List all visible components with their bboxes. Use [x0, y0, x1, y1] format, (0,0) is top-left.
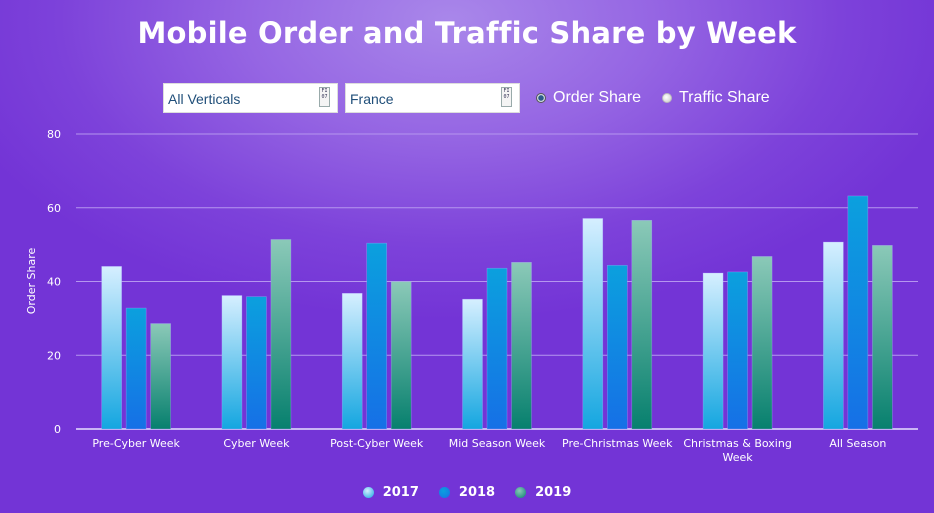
bar-2017[interactable] — [462, 298, 483, 430]
bar-2018[interactable] — [486, 267, 508, 430]
legend-item-2019[interactable]: 2019 — [515, 485, 571, 500]
legend: 2017 2018 2019 — [0, 485, 934, 500]
radio-unselected-icon[interactable] — [662, 93, 672, 103]
radio-order-share-label: Order Share — [553, 89, 642, 106]
bar-2019[interactable] — [390, 281, 412, 430]
legend-item-2017[interactable]: 2017 — [362, 485, 419, 500]
vertical-select-value: All Verticals — [168, 91, 241, 107]
bar-2017[interactable] — [823, 241, 844, 430]
bar-2019[interactable] — [511, 262, 532, 430]
y-tick-label: 40 — [47, 276, 61, 289]
legend-label-2017: 2017 — [382, 485, 419, 500]
bar-2017[interactable] — [221, 295, 243, 430]
y-tick-label: 20 — [47, 349, 61, 362]
x-axis-labels: Pre-Cyber Week Cyber Week Post-Cyber Week M… — [92, 437, 886, 464]
bar-2019[interactable] — [631, 219, 653, 430]
bar-2017[interactable] — [101, 266, 122, 430]
bar-2018[interactable] — [847, 195, 869, 430]
bar-2019[interactable] — [751, 256, 773, 430]
bars — [101, 195, 893, 430]
legend-item-2018[interactable]: 2018 — [438, 485, 496, 500]
y-axis-label: Order Share — [25, 248, 38, 315]
x-tick-label: Pre-Christmas Week — [562, 437, 673, 450]
legend-label-2018: 2018 — [458, 485, 496, 500]
bar-2018[interactable] — [606, 264, 628, 430]
y-tick-label: 80 — [47, 128, 61, 141]
x-tick-label: All Season — [829, 437, 886, 450]
legend-swatch-2019 — [515, 487, 527, 498]
bar-2017[interactable] — [702, 272, 724, 430]
x-tick-label: Mid Season Week — [449, 437, 546, 450]
x-tick-label: Pre-Cyber Week — [92, 437, 180, 450]
bar-2018[interactable] — [246, 296, 267, 430]
radio-traffic-share-label: Traffic Share — [679, 89, 770, 106]
bar-2018[interactable] — [125, 307, 147, 430]
chart-title: Mobile Order and Traffic Share by Week — [137, 16, 797, 50]
radio-order-share[interactable]: Order Share — [536, 89, 641, 107]
country-select[interactable]: France FI 07 — [345, 83, 520, 113]
legend-swatch-2017 — [362, 487, 374, 498]
bar-2019[interactable] — [270, 239, 292, 430]
bar-2017[interactable] — [341, 292, 363, 430]
bar-2019[interactable] — [150, 323, 171, 430]
x-tick-label: Cyber Week — [223, 437, 290, 450]
vertical-select[interactable]: All Verticals FI 07 — [163, 83, 338, 113]
radio-selected-icon[interactable] — [536, 93, 546, 103]
country-select-value: France — [350, 91, 394, 107]
radio-traffic-share[interactable]: Traffic Share — [662, 89, 770, 107]
bar-2018[interactable] — [366, 242, 388, 430]
y-tick-label: 0 — [54, 423, 61, 436]
x-tick-label: Christmas & Boxing — [683, 437, 792, 450]
legend-label-2019: 2019 — [535, 485, 572, 500]
y-axis-ticks: 0 20 40 60 80 — [47, 128, 61, 436]
bar-2019[interactable] — [872, 245, 893, 430]
bar-2017[interactable] — [582, 218, 604, 430]
x-tick-label: Week — [723, 451, 754, 464]
y-tick-label: 60 — [47, 202, 61, 215]
x-tick-label: Post-Cyber Week — [330, 437, 424, 450]
bar-2018[interactable] — [727, 271, 748, 430]
dropdown-icon[interactable]: FI 07 — [319, 87, 330, 107]
legend-swatch-2018 — [438, 487, 450, 498]
dropdown-icon[interactable]: FI 07 — [501, 87, 512, 107]
